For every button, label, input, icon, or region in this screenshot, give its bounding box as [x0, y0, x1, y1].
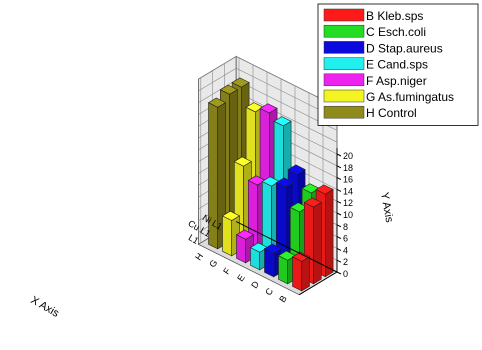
- category-label: H: [193, 251, 205, 262]
- y-tick-mark: [336, 165, 342, 169]
- legend-swatch: [323, 105, 365, 119]
- legend-swatch: [323, 89, 365, 103]
- y-tick-label: 16: [343, 175, 353, 185]
- legend-label: B Kleb.sps: [366, 9, 423, 23]
- legend-label: G As.fumingatus: [366, 90, 454, 104]
- y-tick-mark: [336, 259, 342, 263]
- y-tick-mark: [336, 153, 342, 157]
- row-axis-line: [298, 271, 338, 296]
- gridline-z: [198, 67, 338, 119]
- bars: [207, 77, 334, 292]
- y-tick-label: 14: [343, 186, 353, 196]
- category-label: B: [277, 294, 289, 305]
- legend-label: D Stap.aureus: [366, 41, 443, 55]
- category-label: F: [221, 266, 233, 277]
- legend-swatch: [323, 8, 365, 22]
- legend-label: H Control: [366, 106, 417, 120]
- y-tick-mark: [336, 200, 342, 204]
- bar-F-L1: [235, 229, 255, 264]
- bar-B-Cu-L1: [303, 197, 322, 285]
- category-label: C: [263, 286, 275, 297]
- y-tick-label: 12: [343, 198, 353, 208]
- legend-label: C Esch.coli: [366, 25, 426, 39]
- y-axis-title: Y Axis: [378, 191, 395, 223]
- legend: B Kleb.sps C Esch.coli D Stap.aureus E Cand…: [317, 3, 479, 126]
- category-label: E: [235, 273, 247, 284]
- y-tick-label: 0: [343, 269, 348, 279]
- legend-swatch: [323, 24, 365, 38]
- y-tick-mark: [336, 224, 342, 228]
- y-tick-mark: [336, 247, 342, 251]
- y-tick-label: 18: [343, 163, 353, 173]
- gridline-z: [198, 56, 338, 108]
- category-label: G: [207, 258, 219, 269]
- legend-label: F Asp.niger: [366, 74, 427, 88]
- y-tick-label: 4: [343, 245, 348, 255]
- y-tick-label: 10: [343, 210, 353, 220]
- category-label: D: [249, 279, 261, 290]
- y-tick-label: 2: [343, 257, 348, 267]
- y-tick-mark: [336, 212, 342, 216]
- bar-B-L1: [291, 251, 311, 292]
- row-label: L1: [187, 232, 201, 246]
- bar-H-L1: [207, 97, 227, 250]
- legend-label: E Cand.sps: [366, 58, 428, 72]
- y-tick-mark: [336, 177, 342, 181]
- category-axis-line: [235, 221, 338, 273]
- x-axis-title: X Axis: [29, 294, 62, 320]
- legend-swatch: [323, 41, 365, 54]
- legend-swatch: [323, 73, 365, 87]
- y-tick-label: 6: [343, 234, 348, 244]
- y-tick-label: 8: [343, 222, 348, 232]
- y-tick-mark: [336, 236, 342, 240]
- y-tick-mark: [336, 188, 342, 192]
- legend-swatch: [323, 57, 365, 70]
- y-tick-label: 20: [343, 151, 353, 161]
- y-tick-mark: [336, 271, 342, 275]
